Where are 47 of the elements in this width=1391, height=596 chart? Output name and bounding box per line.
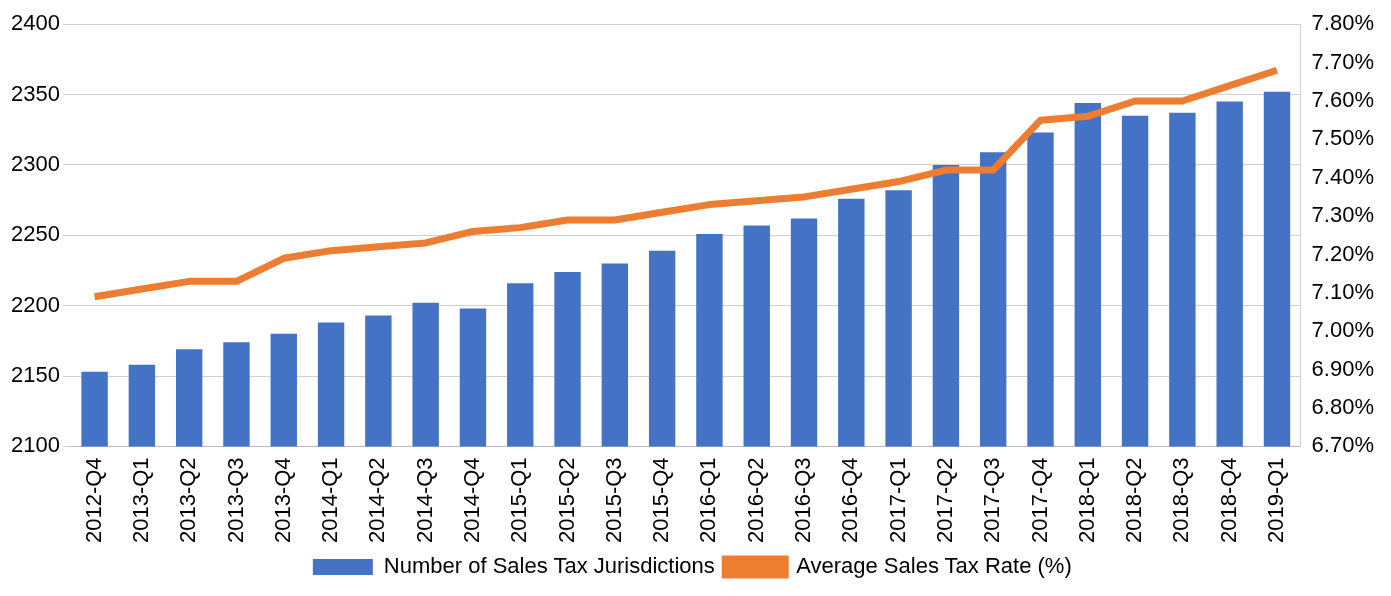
x-tick-label: 2012-Q4: [80, 457, 106, 544]
y-tick-label: 2100: [10, 432, 60, 458]
x-tick-label: 2018-Q3: [1168, 457, 1194, 544]
x-tick-label: 2018-Q1: [1073, 457, 1099, 544]
x-tick-label: 2017-Q2: [931, 457, 957, 544]
y2-tick-label: 6.80%: [1311, 394, 1375, 420]
x-tick-label: 2016-Q1: [695, 457, 721, 544]
y2-tick-label: 7.80%: [1311, 10, 1375, 36]
x-tick-label: 2013-Q3: [222, 457, 248, 544]
x-tick-label: 2014-Q4: [459, 457, 485, 544]
y2-tick-label: 7.20%: [1311, 240, 1375, 266]
x-tick-label: 2014-Q1: [317, 457, 343, 544]
x-tick-label: 2015-Q2: [553, 457, 579, 544]
y2-tick-label: 7.40%: [1311, 163, 1375, 189]
y-tick-label: 2400: [10, 10, 60, 36]
x-tick-label: 2013-Q2: [175, 457, 201, 544]
y-tick-label: 2250: [10, 221, 60, 247]
x-tick-label: 2018-Q4: [1215, 457, 1241, 544]
x-tick-label: 2016-Q2: [742, 457, 768, 544]
x-tick-label: 2014-Q2: [364, 457, 390, 544]
y2-tick-label: 7.60%: [1311, 87, 1375, 113]
x-tick-label: 2017-Q3: [979, 457, 1005, 544]
y-tick-label: 2150: [10, 362, 60, 388]
y2-tick-label: 6.90%: [1311, 355, 1375, 381]
y2-tick-label: 7.50%: [1311, 125, 1375, 151]
x-tick-label: 2017-Q4: [1026, 457, 1052, 544]
x-tick-label: 2017-Q1: [884, 457, 910, 544]
y2-tick-label: 7.30%: [1311, 202, 1375, 228]
x-tick-label: 2016-Q4: [837, 457, 863, 544]
y2-tick-label: 7.10%: [1311, 278, 1375, 304]
y-tick-label: 2200: [10, 291, 60, 317]
y2-tick-label: 7.00%: [1311, 317, 1375, 343]
x-tick-label: 2016-Q3: [790, 457, 816, 544]
legend-label: Average Sales Tax Rate (%): [796, 553, 1072, 579]
x-tick-label: 2013-Q4: [269, 457, 295, 544]
legend-label: Number of Sales Tax Jurisdictions: [383, 553, 715, 579]
x-tick-label: 2019-Q1: [1263, 457, 1289, 544]
y-tick-label: 2300: [10, 150, 60, 176]
y2-tick-label: 6.70%: [1311, 432, 1375, 458]
y2-tick-label: 7.70%: [1311, 48, 1375, 74]
x-tick-label: 2014-Q3: [411, 457, 437, 544]
y-tick-label: 2350: [10, 80, 60, 106]
x-tick-label: 2018-Q2: [1121, 457, 1147, 544]
x-tick-label: 2015-Q1: [506, 457, 532, 544]
x-tick-label: 2015-Q4: [648, 457, 674, 544]
x-tick-label: 2015-Q3: [600, 457, 626, 544]
x-tick-label: 2013-Q1: [127, 457, 153, 544]
